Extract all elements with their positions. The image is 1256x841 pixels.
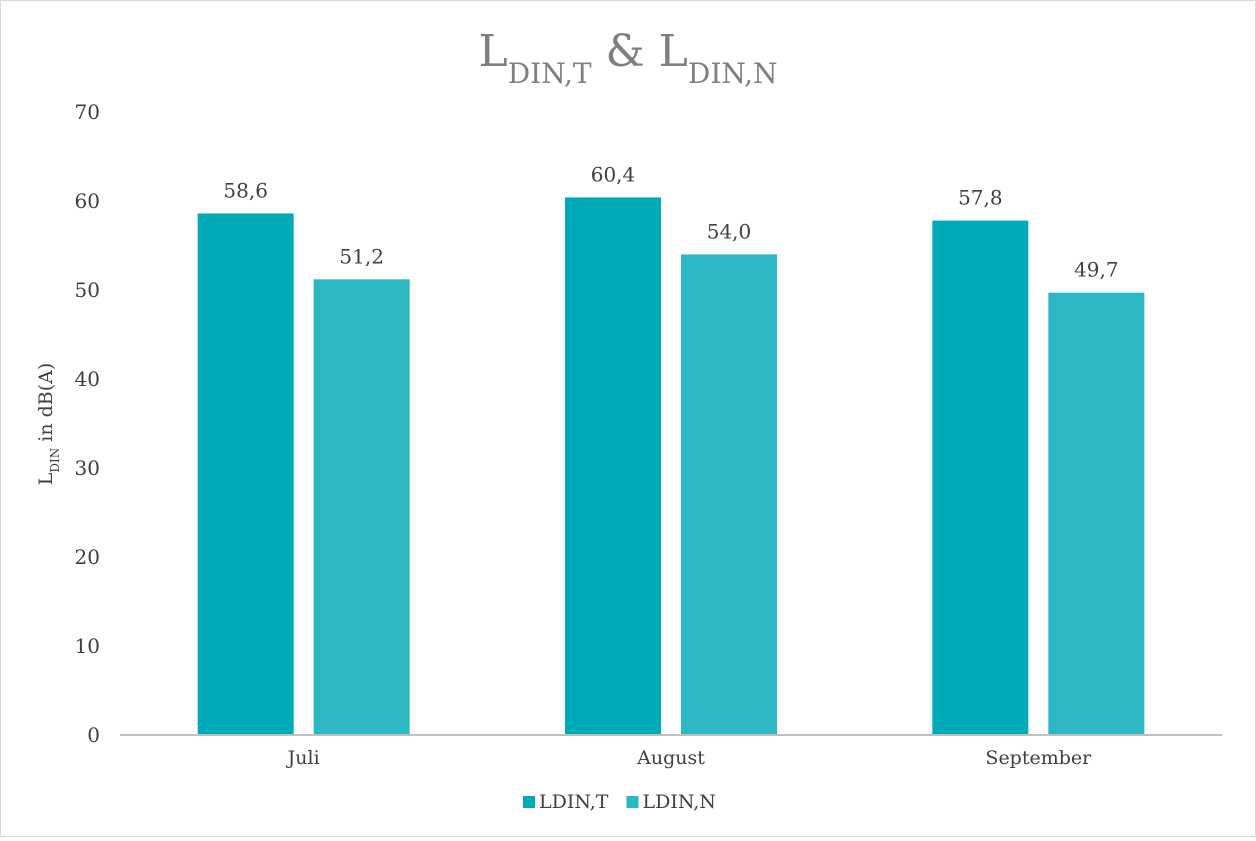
legend-label: LDIN,T bbox=[539, 791, 609, 813]
legend-swatch bbox=[626, 796, 639, 808]
bar bbox=[565, 197, 661, 735]
legend-label: LDIN,N bbox=[642, 791, 715, 813]
y-tick-label: 30 bbox=[75, 456, 100, 480]
subscript: DIN,T bbox=[508, 57, 592, 90]
x-tick-label: September bbox=[985, 747, 1092, 769]
subscript: DIN bbox=[48, 448, 62, 473]
y-tick-label: 40 bbox=[75, 367, 100, 391]
bar bbox=[932, 220, 1029, 735]
data-label: 60,4 bbox=[591, 162, 636, 186]
data-label: 58,6 bbox=[223, 178, 268, 202]
legend-swatch bbox=[523, 796, 535, 808]
data-label: 57,8 bbox=[958, 186, 1003, 210]
bar bbox=[313, 279, 410, 735]
subscript: DIN,N bbox=[688, 57, 778, 90]
y-tick-label: 10 bbox=[75, 634, 100, 658]
data-label: 49,7 bbox=[1074, 258, 1119, 282]
text-part: L bbox=[479, 26, 508, 77]
x-tick-label: Juli bbox=[286, 747, 320, 769]
chart-title: LDIN,T & LDIN,N bbox=[479, 26, 778, 90]
text-part: L bbox=[35, 472, 57, 485]
data-label: 51,2 bbox=[339, 244, 384, 268]
x-tick-label: August bbox=[636, 747, 705, 769]
y-axis-label: LDIN in dB(A) bbox=[35, 363, 62, 486]
y-tick-label: 20 bbox=[75, 545, 100, 569]
text-part: in dB(A) bbox=[35, 363, 57, 448]
bar bbox=[197, 213, 294, 735]
bar bbox=[681, 254, 777, 735]
y-tick-label: 50 bbox=[75, 278, 100, 302]
data-label: 54,0 bbox=[707, 219, 752, 243]
text-part: & L bbox=[592, 26, 688, 77]
bar bbox=[1048, 292, 1145, 735]
y-tick-label: 60 bbox=[75, 189, 100, 213]
y-tick-label: 70 bbox=[75, 100, 100, 124]
y-tick-label: 0 bbox=[87, 723, 100, 747]
